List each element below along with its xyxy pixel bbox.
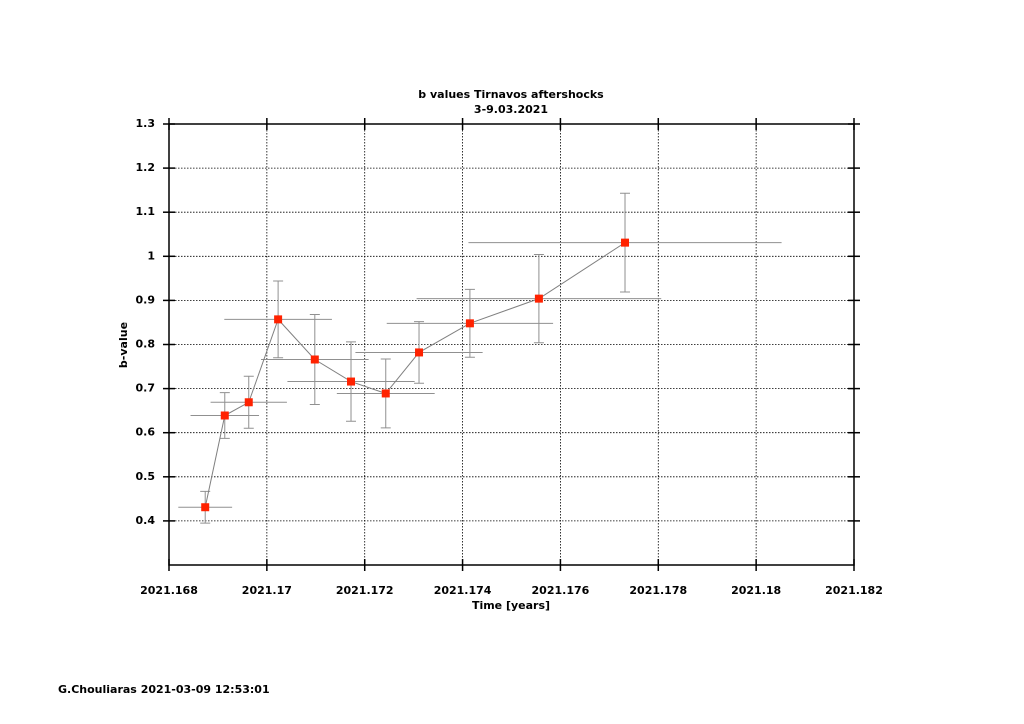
- x-tick-label: 2021.168: [140, 584, 198, 597]
- y-axis-label: b-value: [117, 322, 130, 368]
- x-tick-label: 2021.176: [532, 584, 590, 597]
- y-tick-label: 0.7: [136, 382, 156, 395]
- y-tick-label: 0.6: [136, 426, 156, 439]
- data-point: [534, 294, 543, 303]
- x-axis-label: Time [years]: [472, 599, 550, 612]
- data-point: [621, 238, 630, 247]
- data-point: [244, 398, 253, 407]
- data-point: [381, 389, 390, 398]
- footer: G.Chouliaras 2021-03-09 12:53:01: [58, 683, 270, 696]
- y-tick-label: 1: [147, 249, 155, 262]
- series-line: [204, 242, 626, 508]
- chart-title: b values Tirnavos aftershocks: [418, 88, 604, 101]
- y-tick-label: 1.2: [136, 161, 156, 174]
- data-point: [465, 319, 474, 328]
- data-point: [347, 377, 356, 386]
- data-point: [220, 411, 229, 420]
- data-point: [274, 315, 283, 324]
- x-tick-label: 2021.17: [242, 584, 292, 597]
- y-tick-label: 0.4: [136, 514, 156, 527]
- x-tick-label: 2021.172: [336, 584, 394, 597]
- y-tick-label: 1.3: [136, 117, 156, 130]
- x-tick-label: 2021.174: [434, 584, 492, 597]
- data-point: [310, 355, 319, 364]
- y-tick-label: 0.5: [136, 470, 156, 483]
- y-tick-label: 0.9: [136, 293, 156, 306]
- y-tick-label: 0.8: [136, 338, 156, 351]
- x-tick-label: 2021.178: [629, 584, 687, 597]
- y-tick-label: 1.1: [136, 205, 156, 218]
- data-point: [201, 503, 210, 512]
- chart-subtitle: 3-9.03.2021: [474, 103, 548, 116]
- data-point: [415, 348, 424, 357]
- x-tick-label: 2021.18: [731, 584, 781, 597]
- x-tick-label: 2021.182: [825, 584, 883, 597]
